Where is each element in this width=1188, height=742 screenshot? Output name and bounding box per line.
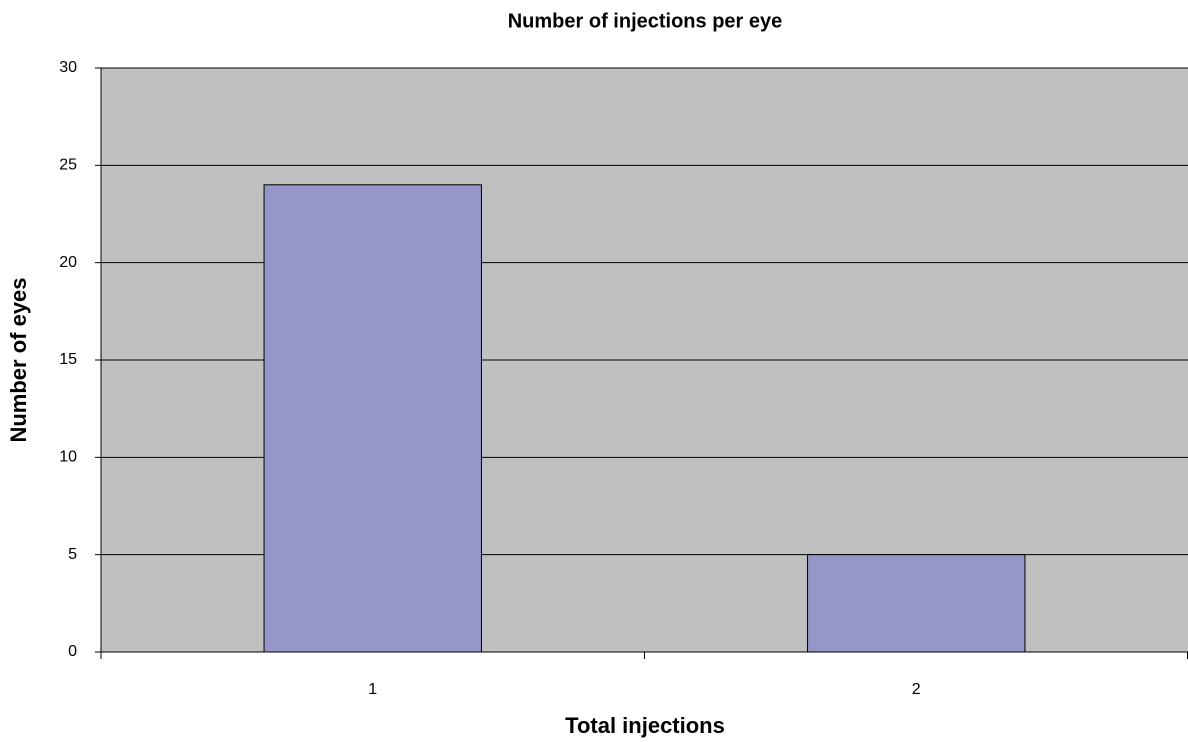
bar	[807, 554, 1026, 653]
bar	[263, 184, 482, 653]
y-tick-label: 0	[68, 643, 77, 660]
x-tick-label: 2	[912, 681, 921, 698]
y-tick-label: 30	[59, 59, 77, 76]
chart-title: Number of injections per eye	[508, 10, 783, 32]
y-tick-label: 20	[59, 254, 77, 271]
y-tick-label: 10	[59, 449, 77, 466]
x-tick-label: 1	[368, 681, 377, 698]
y-tick-label: 15	[59, 351, 77, 368]
y-tick-label: 25	[59, 157, 77, 174]
x-axis-label: Total injections	[565, 713, 725, 738]
y-tick-label: 5	[68, 546, 77, 563]
y-axis-label: Number of eyes	[6, 277, 31, 442]
